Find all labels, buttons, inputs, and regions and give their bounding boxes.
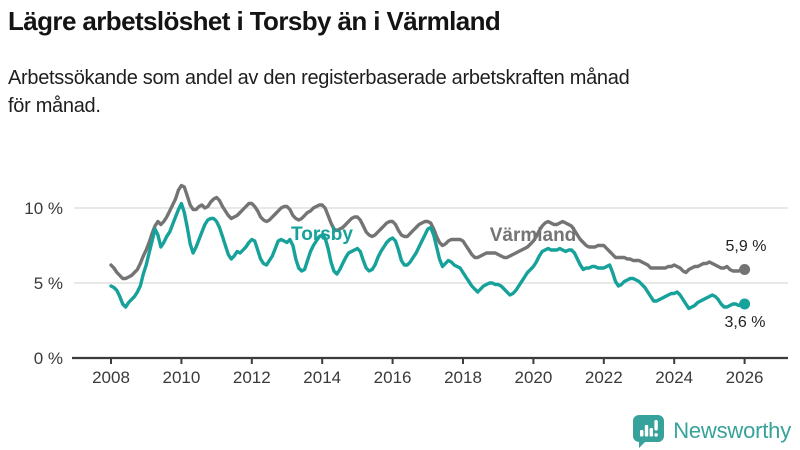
chart-subtitle: Arbetssökande som andel av den registerb… xyxy=(8,64,788,120)
x-tick-label: 2010 xyxy=(162,368,200,387)
series-end-value: 3,6 % xyxy=(725,314,766,331)
newsworthy-bubble-chart-icon xyxy=(633,415,665,448)
y-tick-label: 0 % xyxy=(34,349,63,368)
series-label: Värmland xyxy=(490,225,577,246)
subtitle-line-1: Arbetssökande som andel av den registerb… xyxy=(8,67,630,89)
series-label: Torsby xyxy=(291,224,353,245)
series-end-dot xyxy=(739,298,751,310)
x-tick-label: 2014 xyxy=(303,368,341,387)
series-line-torsby xyxy=(109,201,747,311)
subtitle-line-2: för månad. xyxy=(8,95,101,117)
x-tick-label: 2012 xyxy=(233,368,271,387)
x-tick-label: 2008 xyxy=(92,368,130,387)
newsworthy-brand-text: Newsworthy xyxy=(673,418,791,443)
series-end-dot xyxy=(739,264,751,275)
page-title: Lägre arbetslöshet i Torsby än i Värmlan… xyxy=(8,6,501,36)
y-tick-label: 5 % xyxy=(34,274,63,293)
x-tick-label: 2026 xyxy=(726,368,764,387)
x-tick-label: 2024 xyxy=(655,368,693,387)
x-tick-label: 2022 xyxy=(585,368,623,387)
newsworthy-logo[interactable]: Newsworthy xyxy=(632,414,791,448)
series-line-värmland xyxy=(109,183,747,281)
series-end-value: 5,9 % xyxy=(726,238,767,255)
chart-header: Lägre arbetslöshet i Torsby än i Värmlan… xyxy=(8,4,788,120)
y-tick-label: 10 % xyxy=(24,199,63,218)
x-tick-label: 2020 xyxy=(514,368,552,387)
x-tick-label: 2018 xyxy=(444,368,482,387)
x-tick-label: 2016 xyxy=(374,368,412,387)
